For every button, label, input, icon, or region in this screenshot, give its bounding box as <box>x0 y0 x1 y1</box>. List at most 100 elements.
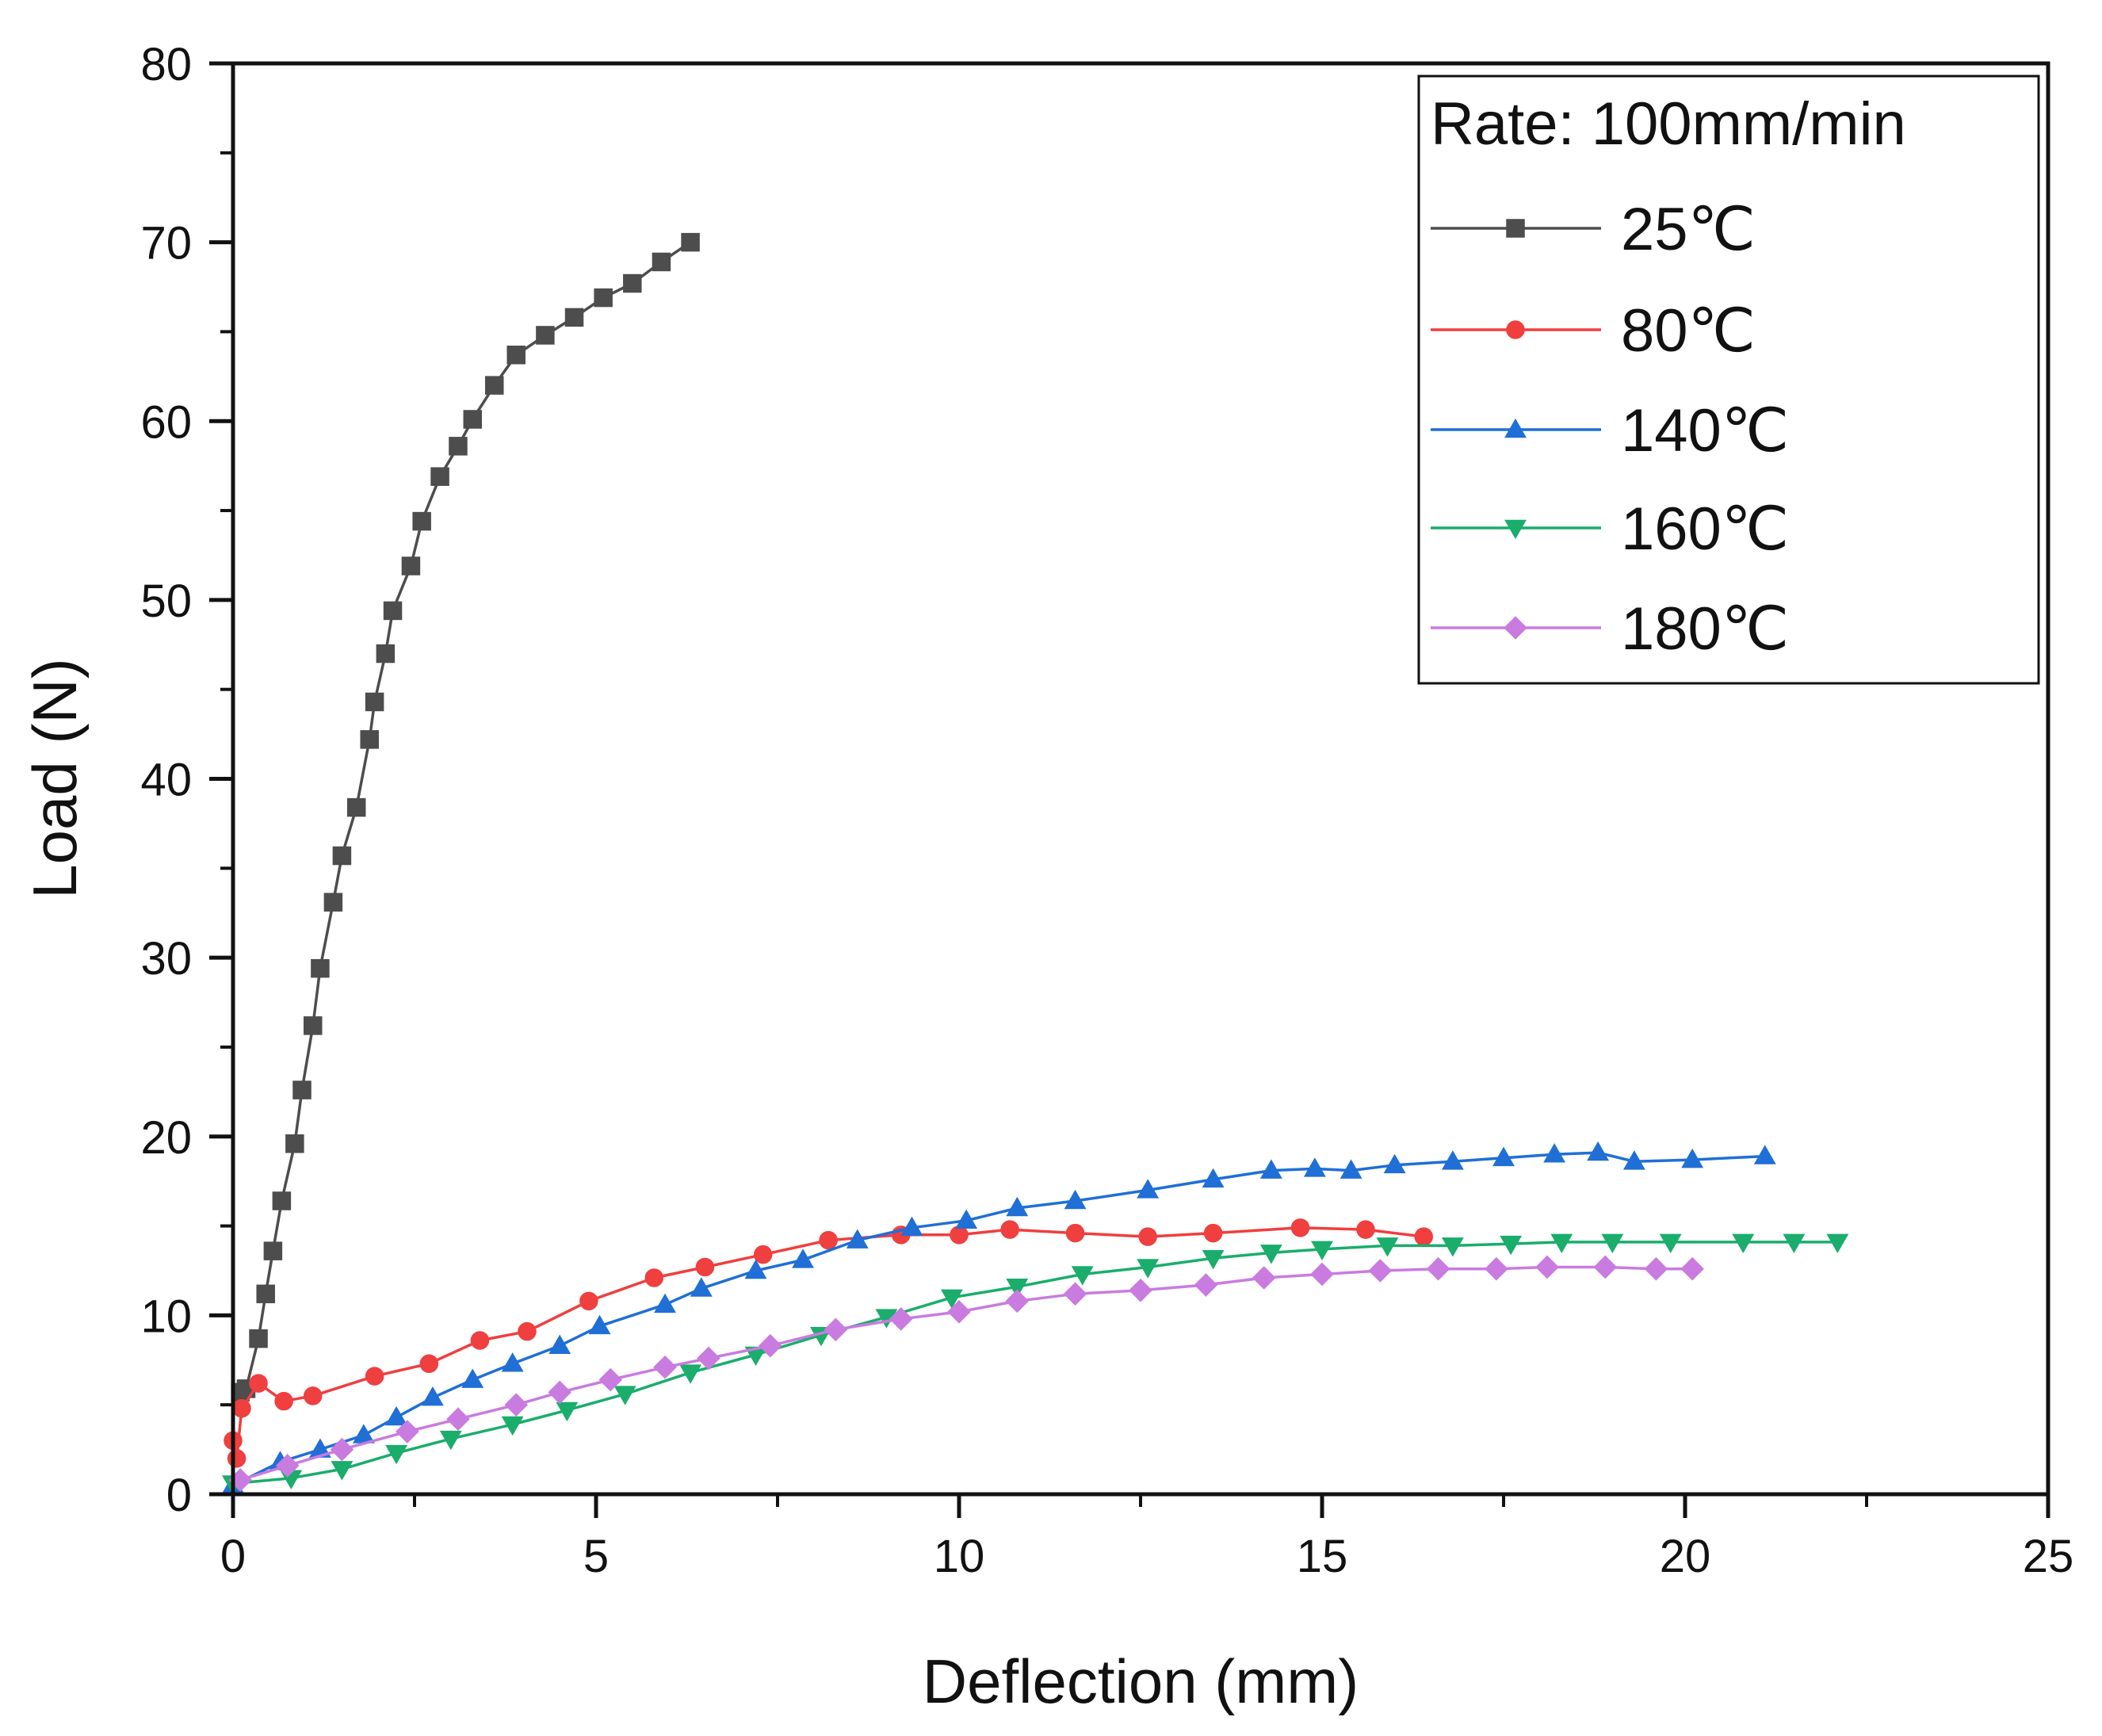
data-point <box>690 1277 713 1297</box>
data-point <box>1414 1227 1433 1246</box>
data-point <box>331 1461 354 1481</box>
data-point <box>518 1321 537 1341</box>
data-point <box>360 730 379 749</box>
data-point <box>461 1368 484 1388</box>
data-point <box>501 1416 524 1436</box>
data-point <box>1252 1266 1276 1290</box>
data-point <box>275 1454 300 1478</box>
data-point <box>1681 1148 1704 1168</box>
data-point <box>419 1354 439 1374</box>
data-point <box>501 1352 524 1372</box>
data-point <box>1071 1266 1094 1286</box>
y-tick-label: 50 <box>140 575 192 627</box>
legend: Rate: 100mm/min 25℃ 80℃ 140℃ 160℃ 180℃ <box>1417 75 2040 685</box>
data-point <box>1485 1256 1508 1281</box>
data-point <box>1203 1223 1223 1243</box>
y-axis: 0 10 20 30 40 50 60 70 80 <box>140 39 233 1521</box>
data-point <box>753 1245 773 1264</box>
x-tick-label: 10 <box>934 1531 985 1582</box>
data-point <box>556 1401 579 1422</box>
data-point <box>449 437 468 456</box>
legend-label: 80℃ <box>1621 297 1756 365</box>
legend-label: 160℃ <box>1621 495 1789 563</box>
data-point <box>548 1334 571 1354</box>
data-point <box>285 1134 304 1153</box>
legend-entry-2: 140℃ <box>1431 397 1789 465</box>
data-point <box>1376 1237 1399 1257</box>
y-tick-label: 20 <box>140 1112 192 1164</box>
data-point <box>1137 1179 1160 1199</box>
legend-marker <box>1506 320 1525 339</box>
data-point <box>536 326 555 345</box>
data-point <box>1753 1145 1776 1164</box>
data-point <box>249 1329 268 1348</box>
data-point <box>446 1407 470 1432</box>
data-point <box>1310 1262 1334 1287</box>
data-point <box>1129 1278 1152 1302</box>
data-point <box>332 846 352 866</box>
data-point <box>623 273 642 293</box>
x-tick-label: 15 <box>1297 1531 1348 1582</box>
x-tick-label: 0 <box>220 1531 246 1582</box>
data-point <box>955 1209 978 1229</box>
data-point <box>548 1380 572 1405</box>
data-point <box>1202 1168 1225 1188</box>
y-tick-label: 30 <box>140 933 192 985</box>
data-point <box>1005 1289 1030 1313</box>
series-0 <box>231 232 700 1402</box>
data-point <box>824 1317 848 1342</box>
data-point <box>1138 1227 1157 1246</box>
data-point <box>1383 1153 1406 1174</box>
data-point <box>846 1229 869 1248</box>
legend-marker <box>1504 616 1527 640</box>
data-point <box>401 556 421 575</box>
data-point <box>744 1259 767 1279</box>
data-point <box>950 1226 969 1245</box>
data-point <box>564 308 584 327</box>
legend-entry-0: 25℃ <box>1431 196 1756 263</box>
y-tick-label: 70 <box>140 218 192 270</box>
data-point <box>346 797 366 817</box>
x-tick-label: 5 <box>583 1531 609 1582</box>
data-point <box>1587 1141 1610 1161</box>
legend-label: 180℃ <box>1621 595 1789 663</box>
data-point <box>506 346 526 365</box>
x-tick-label: 20 <box>1660 1531 1711 1582</box>
data-point <box>598 1367 623 1392</box>
data-point <box>1441 1237 1464 1257</box>
data-point <box>695 1257 715 1277</box>
data-point <box>365 692 384 712</box>
data-point <box>274 1391 293 1411</box>
series-line <box>232 1151 1765 1487</box>
legend-label: 140℃ <box>1621 397 1789 465</box>
legend-entry-3: 160℃ <box>1431 495 1789 563</box>
data-point <box>1543 1143 1566 1163</box>
y-tick-label: 60 <box>140 396 192 448</box>
data-point <box>385 1405 408 1426</box>
data-point <box>304 1386 323 1405</box>
data-point <box>1500 1235 1523 1256</box>
legend-label: 25℃ <box>1621 196 1756 263</box>
data-point <box>1063 1282 1087 1306</box>
data-point <box>470 1331 490 1350</box>
data-point <box>744 1346 767 1367</box>
data-point <box>889 1307 913 1331</box>
data-point <box>485 376 504 395</box>
y-tick-label: 0 <box>166 1470 192 1521</box>
x-axis-title: Deflection (mm) <box>923 1646 1359 1716</box>
data-point <box>644 1268 664 1287</box>
data-point <box>385 1444 408 1465</box>
data-point <box>430 467 449 486</box>
series-layer <box>222 232 1849 1495</box>
data-point <box>1593 1255 1618 1279</box>
data-point <box>679 1364 702 1384</box>
data-point <box>412 511 431 531</box>
data-point <box>421 1386 444 1406</box>
data-point <box>439 1430 462 1451</box>
data-point <box>1194 1273 1218 1297</box>
data-point <box>1492 1146 1515 1167</box>
legend-entry-4: 180℃ <box>1431 595 1789 663</box>
data-point <box>227 1449 247 1468</box>
legend-marker <box>1506 219 1525 238</box>
